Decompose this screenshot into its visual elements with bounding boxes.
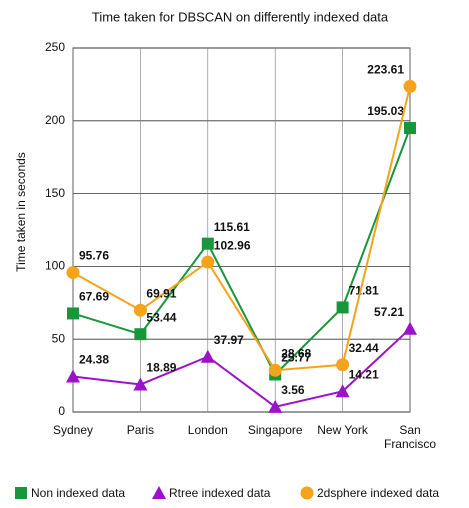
x-tick-label: Sydney — [52, 423, 94, 437]
x-tick-label: Singapore — [247, 423, 303, 437]
marker — [403, 321, 417, 335]
data-label: 102.96 — [214, 238, 251, 252]
marker — [300, 486, 314, 500]
y-tick-label: 0 — [58, 404, 65, 418]
y-tick-label: 250 — [45, 40, 65, 54]
series-line — [72, 86, 411, 372]
legend-item — [300, 486, 314, 500]
data-label: 37.97 — [214, 333, 244, 347]
marker — [268, 363, 282, 377]
marker — [336, 301, 349, 314]
data-label: 95.76 — [79, 249, 109, 263]
marker — [134, 328, 147, 341]
data-label: 14.21 — [349, 367, 379, 381]
marker — [335, 384, 350, 398]
marker — [66, 266, 80, 280]
marker — [15, 487, 27, 499]
x-tick-label: San Francisco — [383, 423, 436, 451]
marker — [201, 255, 215, 269]
y-tick-label: 150 — [45, 186, 65, 200]
marker — [336, 358, 350, 372]
y-tick-label: 100 — [45, 259, 65, 273]
marker — [201, 237, 214, 250]
marker — [133, 303, 147, 317]
x-tick-label: New York — [317, 423, 368, 437]
data-label: 195.03 — [367, 104, 404, 118]
data-label: 24.38 — [79, 353, 109, 367]
marker — [200, 349, 215, 363]
y-tick-label: 50 — [52, 331, 66, 345]
data-label: 53.44 — [146, 310, 176, 324]
data-label: 57.21 — [374, 305, 404, 319]
marker — [268, 399, 283, 413]
legend-item — [152, 486, 166, 499]
data-label: 69.91 — [146, 286, 176, 300]
series-line — [72, 327, 411, 408]
data-label: 28.68 — [281, 346, 311, 360]
legend-label: 2dsphere indexed data — [317, 486, 440, 500]
marker — [404, 122, 416, 135]
data-label: 71.81 — [349, 284, 379, 298]
x-tick-label: London — [187, 423, 228, 437]
marker — [152, 486, 166, 499]
data-label: 115.61 — [214, 220, 250, 234]
marker — [133, 377, 148, 391]
marker — [403, 79, 417, 93]
marker — [67, 307, 79, 320]
x-tick-label: Paris — [126, 423, 155, 437]
data-label: 25.77 — [281, 351, 311, 365]
chart-title: Time taken for DBSCAN on differently ind… — [92, 9, 389, 24]
legend-item — [15, 487, 27, 499]
y-tick-label: 200 — [45, 113, 65, 127]
data-label: 18.89 — [146, 361, 176, 375]
series-line — [72, 127, 411, 377]
legend-label: Non indexed data — [31, 486, 126, 500]
data-label: 32.44 — [349, 341, 379, 355]
legend-label: Rtree indexed data — [169, 486, 271, 500]
data-label: 223.61 — [367, 63, 404, 77]
marker — [66, 369, 80, 383]
data-label: 67.69 — [79, 290, 109, 304]
data-label: 3.56 — [281, 383, 305, 397]
y-axis-label: Time taken in seconds — [14, 152, 28, 272]
